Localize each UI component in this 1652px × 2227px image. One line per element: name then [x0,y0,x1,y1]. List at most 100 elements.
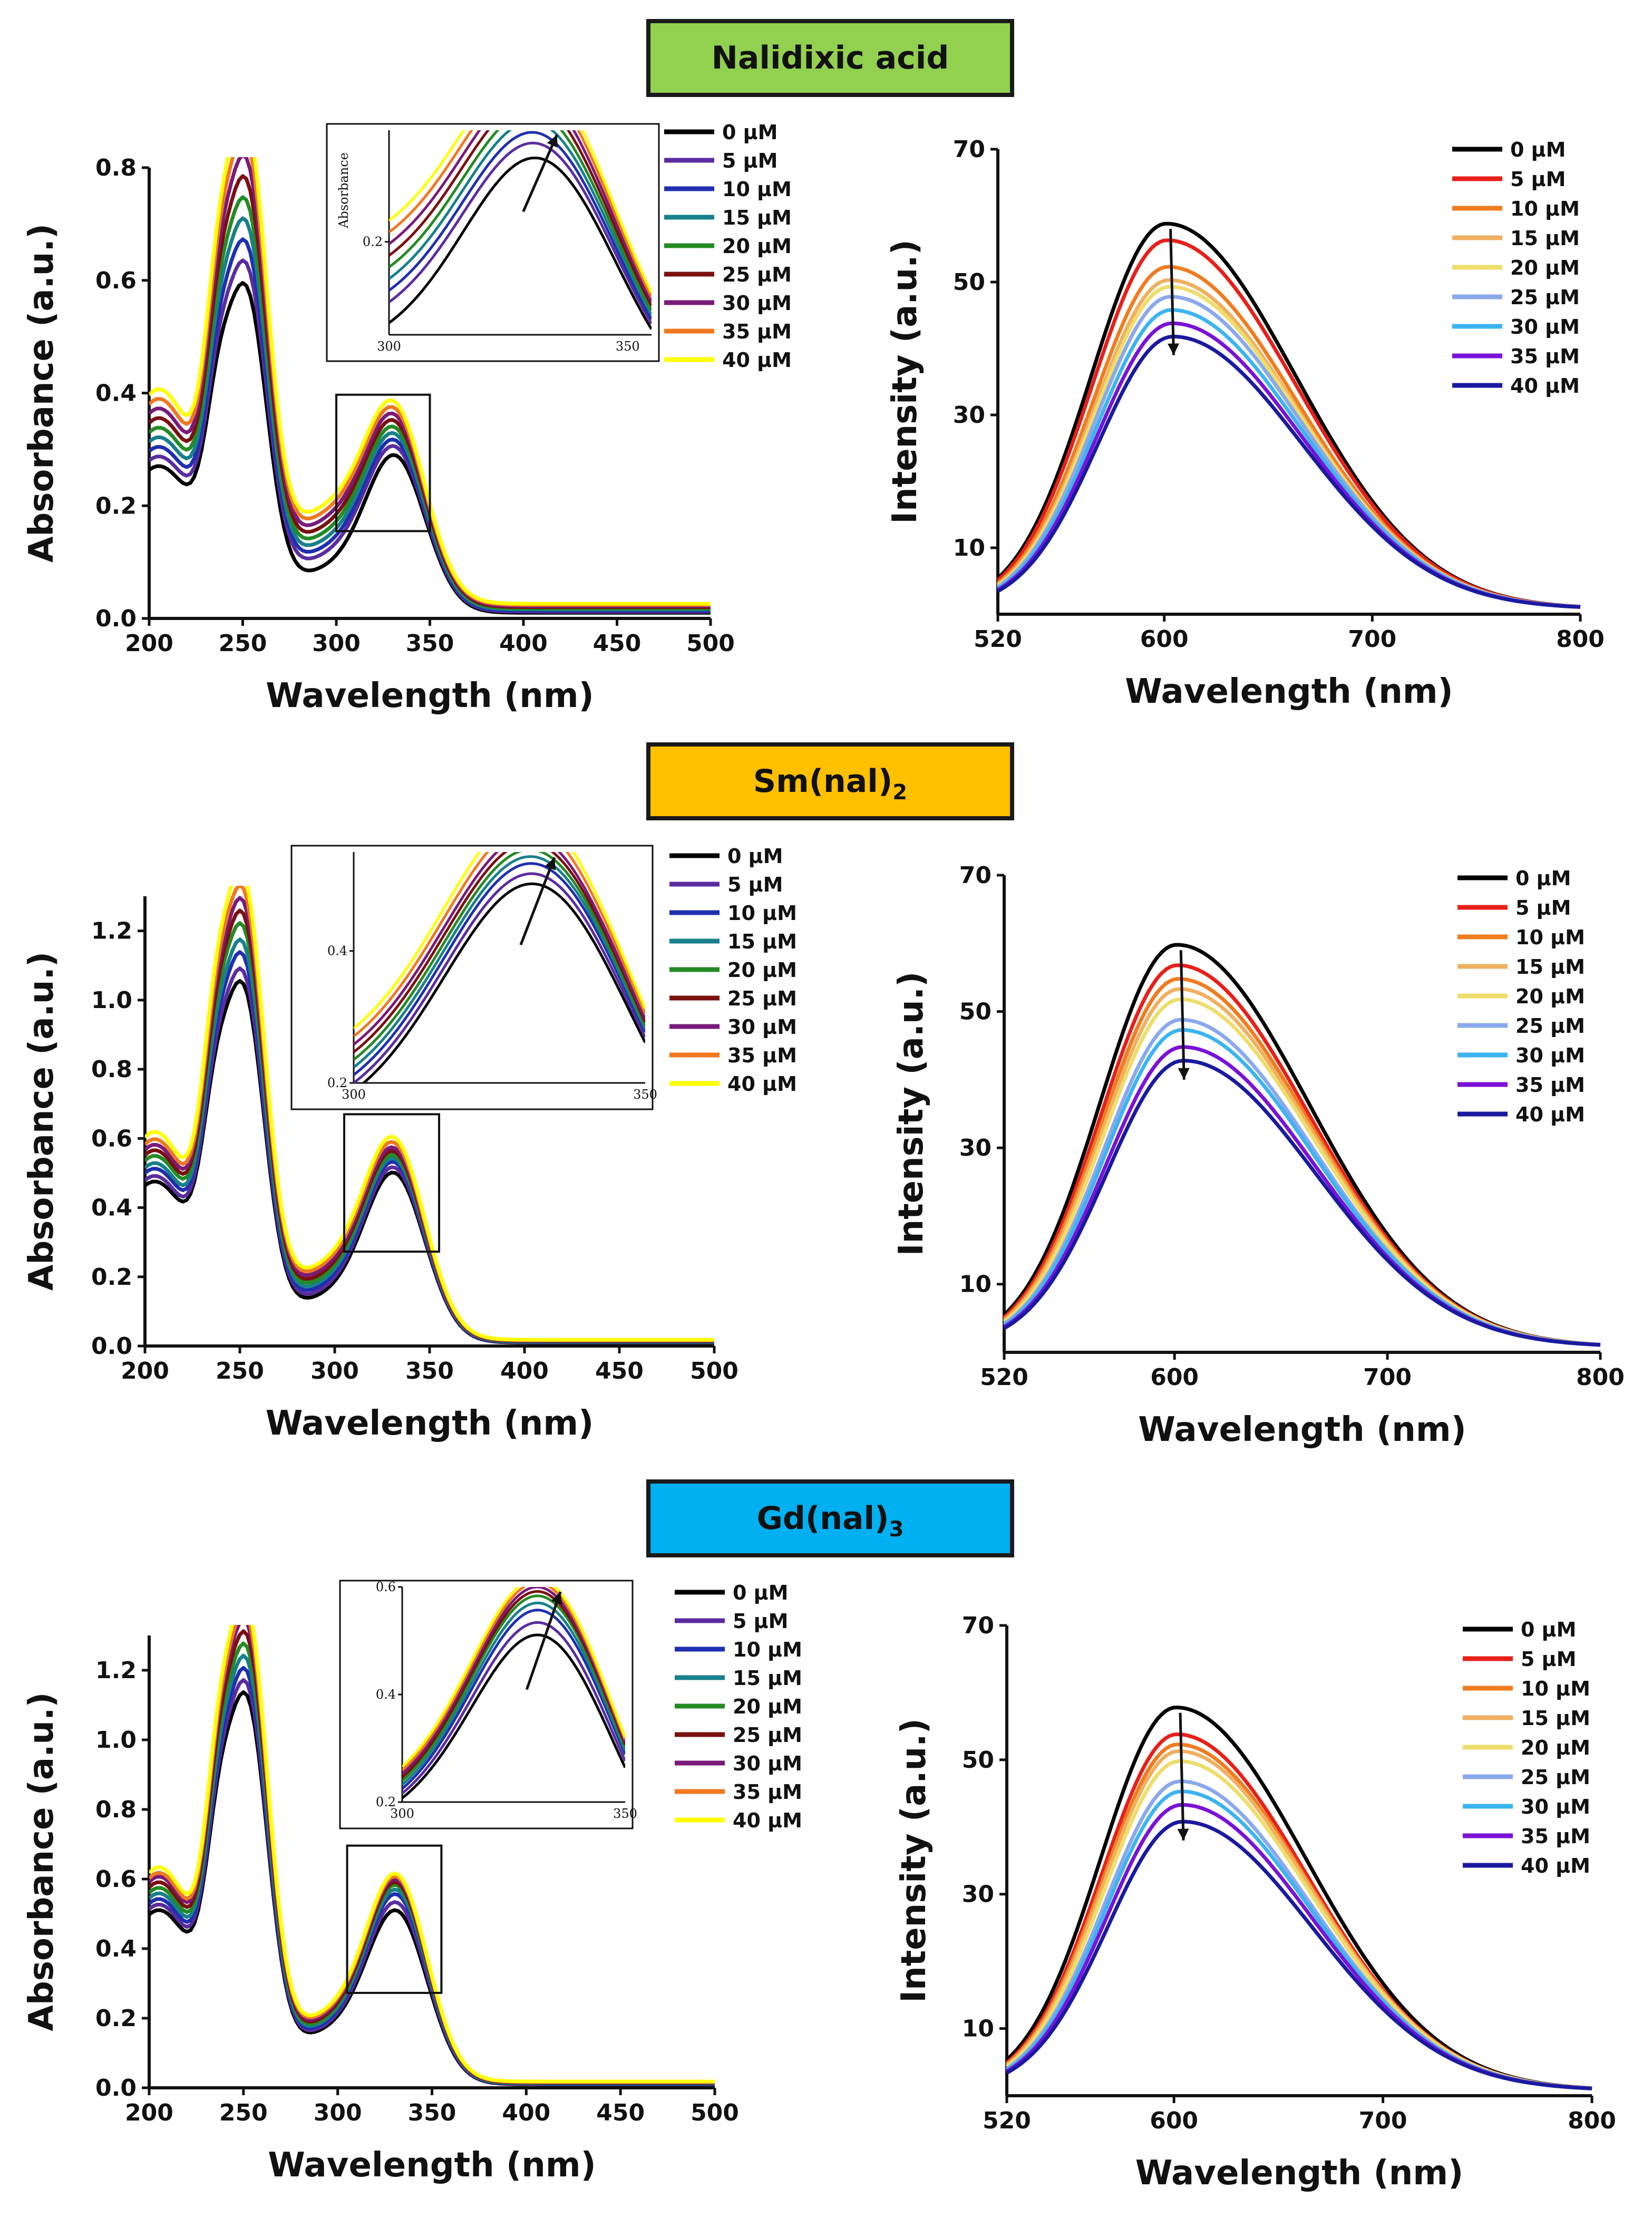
chart-0-ytick-label-4: 0.8 [95,154,137,181]
chart-3-arrow-shaft [1179,950,1185,1080]
chart-0-legend-label-1: 5 μM [722,149,778,172]
panel-title-sub-2: 3 [889,1517,903,1542]
chart-4-ytick-label-3: 0.6 [95,1866,137,1893]
chart-0-legend-label-4: 20 μM [722,235,792,258]
chart-4-legend-label-4: 20 μM [733,1695,802,1718]
chart-4-zoom-box [346,1844,443,1994]
chart-0-xtick-label-3: 350 [406,630,454,657]
chart-2-xtick-label-4: 400 [500,1358,549,1384]
chart-2-ytick-label-4: 0.8 [91,1056,132,1083]
chart-4-inset-series-4 [402,1594,625,1782]
chart-1: 520 600 700 800 10 30 50 70 Wavelength (nm) Inten… [886,136,1605,711]
chart-0-inset-series-0 [389,157,652,330]
chart-2-xlabel: Wavelength (nm) [266,1404,594,1443]
chart-4-ytick-label-4: 0.8 [95,1796,137,1823]
chart-3-legend-label-7: 35 μM [1515,1073,1585,1097]
chart-4-inset-series-7 [402,1587,625,1771]
chart-2-zoom-box [343,1113,440,1253]
chart-2-inset-xtick-label-0: 300 [342,1087,366,1102]
chart-2-legend-label-1: 5 μM [727,873,783,896]
chart-1-legend-label-3: 15 μM [1510,227,1580,250]
chart-4-inset-series-5 [402,1590,625,1779]
chart-3-xtick-label-3: 800 [1576,1364,1625,1391]
chart-2-series-8 [145,886,714,1342]
chart-0-ytick-label-0: 0.0 [95,605,137,632]
chart-1-legend-label-1: 5 μM [1510,168,1566,191]
chart-2-inset-ytick-label-1: 0.4 [327,944,347,958]
chart-0-inset-xtick-label-1: 350 [616,339,640,354]
chart-2-legend-label-3: 15 μM [727,930,797,953]
chart-5-series-8 [1006,1819,1592,2090]
panel-title-box-1 [646,742,1014,820]
chart-2-inset-series-4 [354,852,645,1061]
chart-1-legend-label-8: 40 μM [1510,374,1580,398]
chart-3-legend-label-2: 10 μM [1515,926,1585,949]
chart-4-inset-series-1 [402,1621,625,1795]
chart-0-inset-arrow-shaft [522,134,558,212]
chart-4-inset-ytick-label-0: 0.2 [376,1795,396,1809]
chart-0-legend-label-0: 0 μM [722,121,778,144]
panel-title-box-0 [646,19,1014,97]
chart-2-legend-label-8: 40 μM [727,1072,797,1096]
chart-4-xtick-label-4: 400 [502,2099,550,2126]
chart-4-inset-xtick-label-0: 300 [390,1806,414,1821]
chart-3-legend-label-8: 40 μM [1515,1103,1585,1126]
chart-5-ytick-label-0: 10 [962,2016,994,2042]
chart-4-xtick-label-3: 350 [408,2099,456,2126]
chart-4-ytick-label-2: 0.4 [95,1935,137,1962]
chart-2-inset-xtick-label-1: 350 [633,1087,657,1102]
chart-5-xtick-label-1: 600 [1150,2107,1198,2134]
chart-0-ytick-label-1: 0.2 [95,492,137,519]
chart-1-legend-label-0: 0 μM [1510,138,1566,161]
chart-4: 200 250 300 350 400 450 500 0.0 0.2 0.4 0.6 0.8 1.0 1… [22,1580,802,2185]
chart-2-ytick-label-0: 0.0 [91,1333,132,1360]
chart-0-xtick-label-0: 200 [125,630,173,657]
chart-5-legend-label-3: 15 μM [1521,1707,1590,1730]
chart-1-ytick-label-0: 10 [953,535,985,561]
chart-0-xtick-label-5: 450 [593,630,642,657]
chart-0-inset: 300 350 0.2 Absorbance [326,123,660,362]
chart-3-ylabel: Intensity (a.u.) [892,972,931,1256]
chart-4-inset-series-2 [402,1609,625,1790]
chart-2-ytick-label-3: 0.6 [91,1125,132,1152]
chart-3-legend-label-5: 25 μM [1515,1014,1585,1038]
chart-2-ytick-label-1: 0.2 [91,1264,132,1291]
chart-4-xtick-label-2: 300 [314,2099,362,2126]
chart-1-arrow-shaft [1169,229,1175,355]
panel-title-main-2: Gd(nal) [757,1500,889,1537]
chart-5-xlabel: Wavelength (nm) [1135,2154,1464,2193]
chart-4-series-8 [149,1625,715,2084]
chart-2-ylabel: Absorbance (a.u.) [22,952,61,1291]
chart-5-legend-label-5: 25 μM [1521,1766,1590,1789]
chart-0-inset-series-7 [389,130,652,298]
chart-5-legend-label-4: 20 μM [1521,1736,1590,1759]
chart-0-zoom-box [335,393,431,532]
panel-title-box-2 [646,1479,1014,1557]
chart-4-xlabel: Wavelength (nm) [268,2146,596,2185]
chart-3-legend-label-1: 5 μM [1515,896,1571,919]
chart-0-legend-label-5: 25 μM [722,263,792,286]
chart-0-inset-series-4 [389,130,652,312]
chart-3: 520 600 700 800 10 30 50 70 Wavelength (nm) Inten… [892,862,1625,1449]
panel-title-text-2: Gd(nal)3 [757,1500,904,1542]
chart-4-legend-label-7: 35 μM [733,1780,802,1804]
chart-1-legend-label-7: 35 μM [1510,345,1580,368]
chart-4-legend-label-8: 40 μM [733,1809,802,1832]
chart-4-inset-ytick-label-1: 0.4 [376,1687,396,1702]
panel-title-main-1: Sm(nal) [753,763,892,800]
chart-3-xtick-label-2: 700 [1363,1364,1412,1391]
chart-4-xtick-label-6: 500 [691,2099,739,2126]
chart-4-legend-label-0: 0 μM [733,1581,788,1604]
chart-5-legend-label-8: 40 μM [1521,1854,1590,1877]
chart-0-inset-series-3 [389,130,652,316]
chart-2-xtick-label-0: 200 [121,1358,169,1384]
chart-4-ytick-label-1: 0.2 [95,2005,137,2032]
chart-1-legend-label-4: 20 μM [1510,256,1580,279]
chart-1-xtick-label-1: 600 [1140,626,1189,653]
chart-2-legend-label-2: 10 μM [727,902,797,925]
chart-2-legend-label-0: 0 μM [727,845,783,868]
chart-4-xtick-label-0: 200 [125,2099,173,2126]
chart-1-series-0 [996,221,1581,609]
chart-3-legend-label-4: 20 μM [1515,985,1585,1008]
chart-4-inset-series-8 [402,1587,625,1768]
